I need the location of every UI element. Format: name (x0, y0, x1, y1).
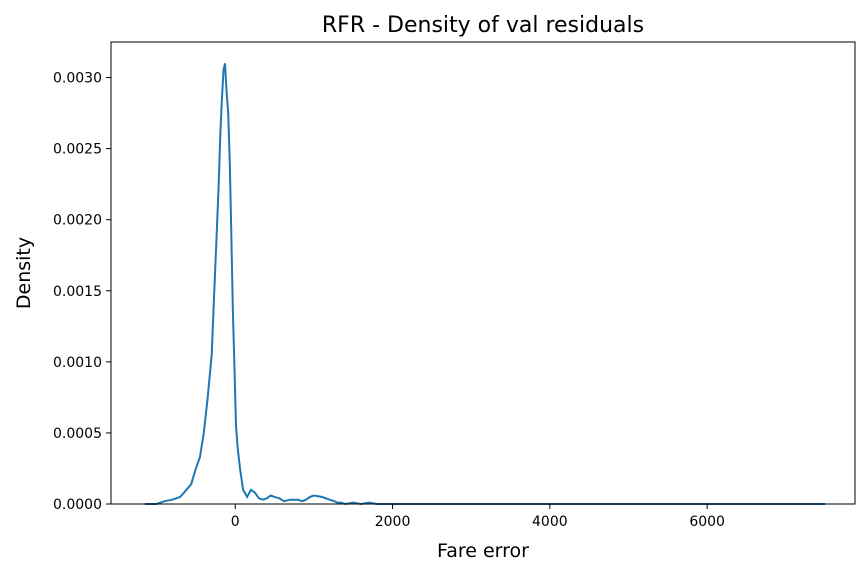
y-tick-label: 0.0030 (53, 71, 102, 87)
x-tick-label: 6000 (689, 514, 725, 530)
y-tick-label: 0.0000 (53, 497, 102, 513)
chart-title: RFR - Density of val residuals (322, 13, 644, 38)
x-axis-ticks: 0 2000 4000 6000 (231, 504, 725, 530)
x-tick-label: 0 (231, 514, 240, 530)
y-axis-ticks: 0.0000 0.0005 0.0010 0.0015 0.0020 0.0025 0.00… (53, 71, 111, 513)
y-tick-label: 0.0015 (53, 284, 102, 300)
y-axis-label: Density (13, 237, 35, 309)
density-line (144, 63, 826, 506)
y-tick-label: 0.0010 (53, 355, 102, 371)
y-tick-label: 0.0020 (53, 213, 102, 229)
y-tick-label: 0.0005 (53, 426, 102, 442)
x-tick-label: 2000 (375, 514, 411, 530)
x-tick-label: 4000 (532, 514, 568, 530)
plot-area (110, 41, 856, 506)
y-tick-label: 0.0025 (53, 142, 102, 158)
x-axis-label: Fare error (437, 540, 529, 562)
axes-frame (110, 41, 856, 505)
